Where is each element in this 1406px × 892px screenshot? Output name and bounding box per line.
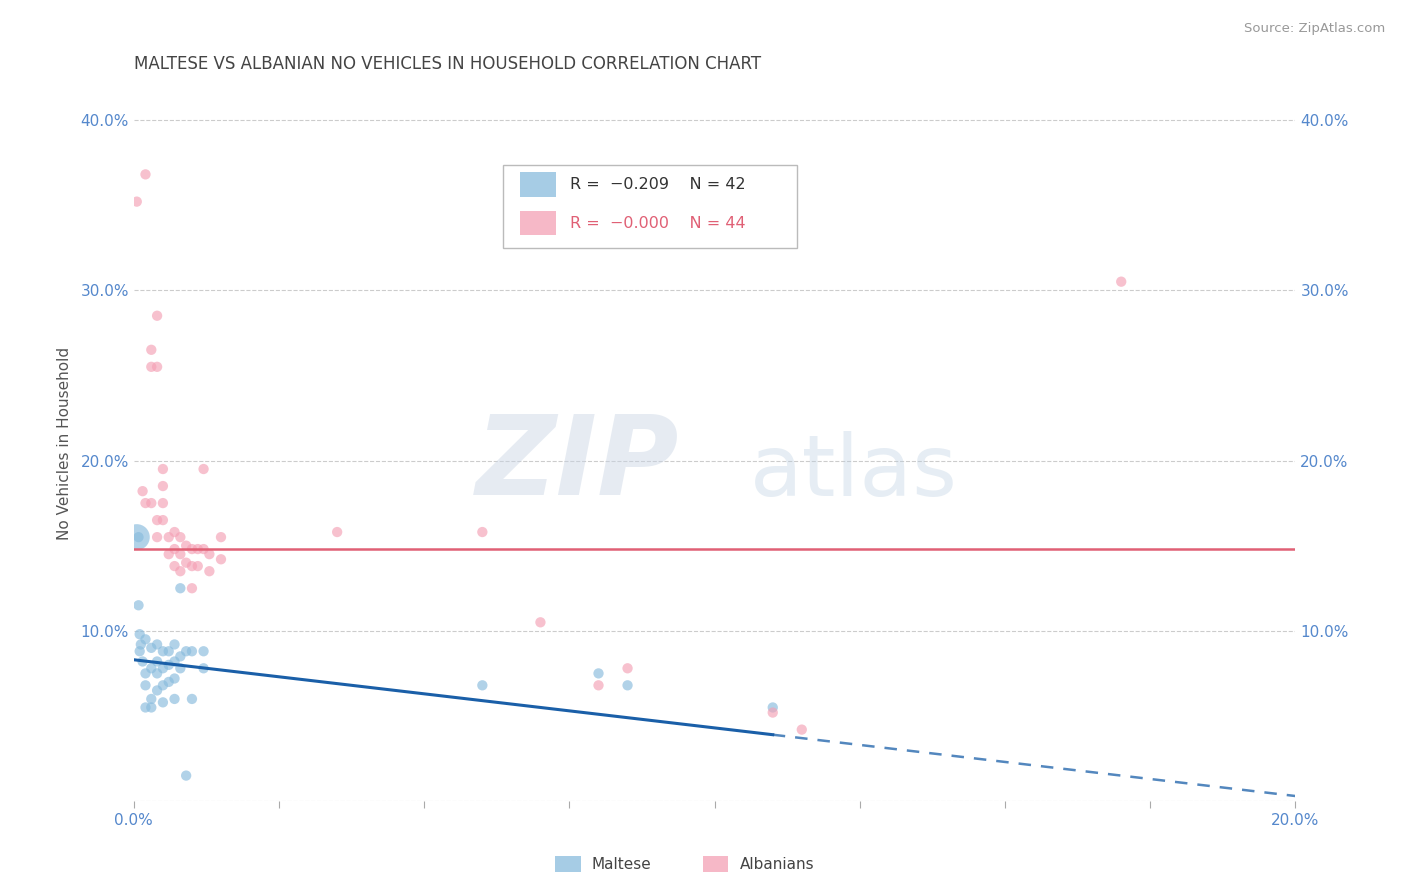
Point: [129, 637, 152, 651]
Point: [146, 530, 169, 544]
Text: atlas: atlas: [749, 431, 957, 514]
Point: [163, 559, 186, 574]
Point: [146, 666, 169, 681]
Point: [152, 479, 174, 493]
Point: [134, 167, 156, 181]
Text: Source: ZipAtlas.com: Source: ZipAtlas.com: [1244, 22, 1385, 36]
Point: [134, 700, 156, 714]
Y-axis label: No Vehicles in Household: No Vehicles in Household: [58, 347, 72, 540]
Point: [163, 637, 186, 651]
Point: [128, 599, 150, 613]
Point: [146, 637, 169, 651]
Text: R =  −0.209    N = 42: R = −0.209 N = 42: [571, 177, 747, 192]
Point: [174, 556, 197, 570]
Point: [169, 530, 191, 544]
Point: [529, 615, 551, 630]
Point: [471, 524, 494, 539]
Text: R =  −0.000    N = 44: R = −0.000 N = 44: [571, 216, 747, 231]
Point: [198, 564, 221, 578]
Point: [141, 692, 163, 706]
Point: [163, 655, 186, 669]
Point: [762, 700, 785, 714]
Point: [146, 655, 169, 669]
Point: [181, 559, 204, 574]
Point: [128, 644, 150, 658]
Point: [134, 496, 156, 510]
Point: [209, 552, 232, 566]
Point: [326, 524, 349, 539]
Point: [141, 661, 163, 675]
Point: [146, 359, 169, 374]
Point: [616, 678, 638, 692]
Point: [174, 768, 197, 782]
Point: [134, 666, 156, 681]
Point: [181, 581, 204, 595]
Point: [193, 462, 215, 476]
Point: [193, 661, 215, 675]
Point: [157, 644, 180, 658]
Point: [146, 309, 169, 323]
Point: [193, 542, 215, 557]
Point: [157, 530, 180, 544]
Point: [152, 644, 174, 658]
Point: [209, 530, 232, 544]
Point: [169, 581, 191, 595]
Point: [134, 678, 156, 692]
Point: [616, 661, 638, 675]
Point: [187, 559, 209, 574]
Point: [198, 547, 221, 561]
Point: [181, 692, 204, 706]
Point: [163, 542, 186, 557]
Point: [152, 513, 174, 527]
Point: [181, 644, 204, 658]
Point: [193, 644, 215, 658]
Point: [131, 484, 153, 499]
Text: ZIP: ZIP: [477, 411, 681, 518]
Point: [128, 530, 150, 544]
Point: [174, 539, 197, 553]
Point: [169, 649, 191, 664]
Point: [131, 655, 153, 669]
Point: [1109, 275, 1132, 289]
Text: MALTESE VS ALBANIAN NO VEHICLES IN HOUSEHOLD CORRELATION CHART: MALTESE VS ALBANIAN NO VEHICLES IN HOUSE…: [134, 55, 761, 73]
Point: [157, 657, 180, 672]
Point: [174, 644, 197, 658]
Point: [134, 632, 156, 647]
Point: [163, 524, 186, 539]
Text: Maltese: Maltese: [592, 857, 651, 871]
Point: [128, 627, 150, 641]
Point: [141, 700, 163, 714]
Point: [157, 674, 180, 689]
Point: [152, 678, 174, 692]
Point: [141, 359, 163, 374]
Point: [181, 542, 204, 557]
Point: [141, 640, 163, 655]
Point: [152, 496, 174, 510]
Point: [163, 692, 186, 706]
Point: [125, 530, 148, 544]
Point: [141, 343, 163, 357]
Text: Albanians: Albanians: [740, 857, 814, 871]
Point: [790, 723, 813, 737]
Point: [152, 462, 174, 476]
Point: [471, 678, 494, 692]
Point: [152, 661, 174, 675]
Point: [588, 666, 610, 681]
Point: [588, 678, 610, 692]
Point: [146, 513, 169, 527]
Point: [169, 547, 191, 561]
Point: [141, 496, 163, 510]
Point: [146, 683, 169, 698]
Point: [157, 547, 180, 561]
Point: [169, 564, 191, 578]
Point: [762, 706, 785, 720]
Point: [152, 695, 174, 709]
Point: [125, 194, 148, 209]
Point: [169, 661, 191, 675]
Point: [163, 672, 186, 686]
Point: [187, 542, 209, 557]
